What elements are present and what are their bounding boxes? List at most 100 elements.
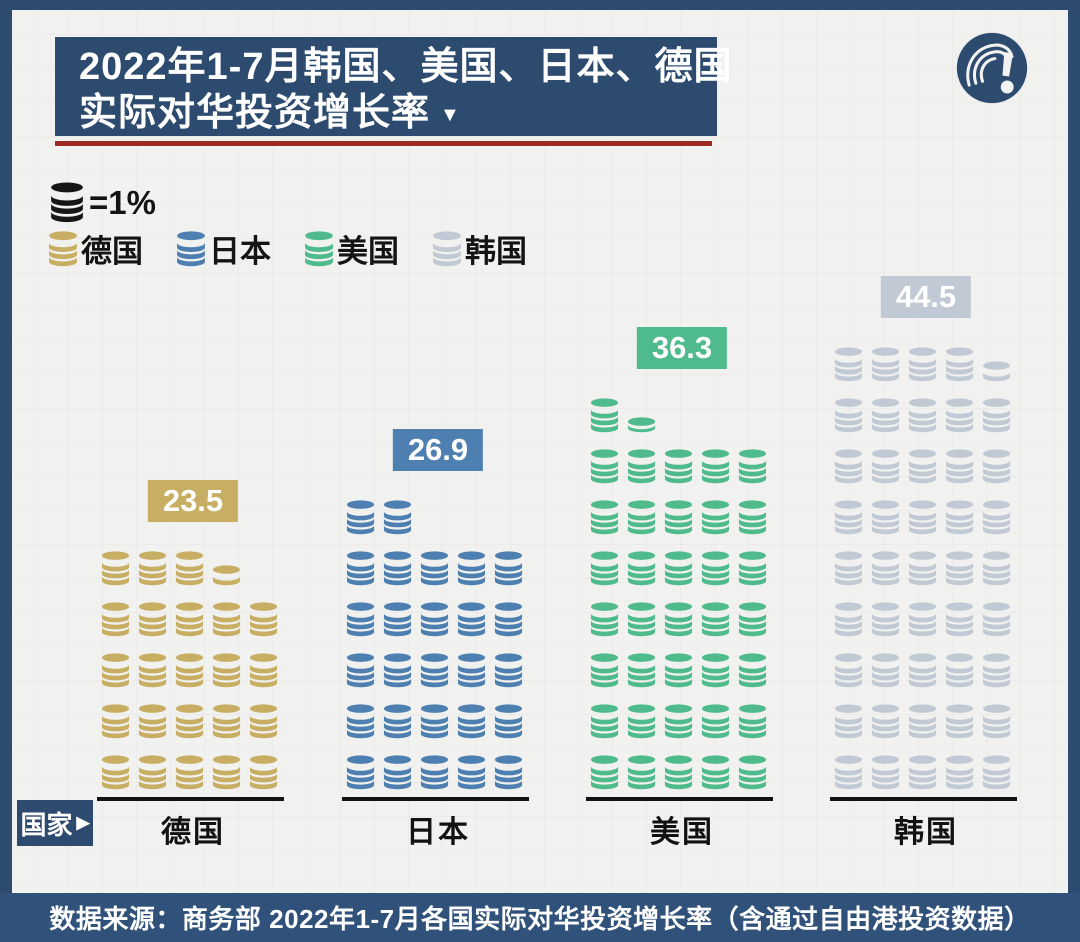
coin-stack [908, 704, 937, 739]
coin-stack [627, 551, 656, 586]
legend-coin-stack-icon [432, 230, 462, 267]
legend-label: 日本 [209, 234, 271, 269]
coin-stack [420, 704, 449, 739]
chart-group-德国: 23.5 德国 [97, 0, 285, 942]
coin-stack [908, 755, 937, 790]
page-title-line1: 2022年1-7月韩国、美国、日本、德国 [79, 46, 733, 88]
legend-coin-stack-icon [176, 230, 206, 267]
coin-stack [138, 602, 167, 637]
coin-stack [101, 551, 130, 586]
legend-label: 韩国 [465, 234, 527, 269]
coin-stack [945, 347, 974, 382]
coin-stack [383, 755, 412, 790]
coin-stack [664, 449, 693, 484]
coin-stack [590, 653, 619, 688]
coin-stack [664, 500, 693, 535]
coin-stack [175, 704, 204, 739]
coin-stack [383, 653, 412, 688]
coin-stack [383, 500, 412, 535]
frame-left-border [0, 0, 12, 942]
coin-stack [420, 602, 449, 637]
coin-stack [701, 449, 730, 484]
country-legend: 德国 日本 美国 韩国 [48, 226, 527, 271]
legend-item: 美国 [304, 226, 399, 271]
coin-stack [701, 551, 730, 586]
coin-stack [945, 755, 974, 790]
axis-underline [830, 797, 1017, 801]
chart-group-美国: 36.3 美国 [586, 0, 774, 942]
coin-stack [701, 653, 730, 688]
coin-stack [664, 602, 693, 637]
coin-stack [982, 500, 1011, 535]
coin-stack [627, 500, 656, 535]
coin-stack [908, 347, 937, 382]
coin-stack [701, 755, 730, 790]
coin-stack [383, 704, 412, 739]
coin-stack [457, 551, 486, 586]
coin-stack [457, 602, 486, 637]
coin-stack [346, 602, 375, 637]
coin-stack [627, 755, 656, 790]
coin-stack [871, 704, 900, 739]
coin-stack [590, 500, 619, 535]
coin-stack [945, 449, 974, 484]
coin-stack [908, 500, 937, 535]
coin-stack [945, 653, 974, 688]
coin-stack [627, 449, 656, 484]
coin-stack [212, 704, 241, 739]
page-title-line2: 实际对华投资增长率 ▼ [79, 91, 717, 137]
axis-name-label: 国家 [20, 809, 73, 840]
legend-coin-stack-icon [304, 230, 334, 267]
coin-stack [590, 398, 619, 433]
source-text: 数据来源：商务部 2022年1-7月各国实际对华投资增长率（含通过自由港投资数据… [49, 904, 1031, 934]
coin-stack [908, 398, 937, 433]
coin-stack [908, 551, 937, 586]
coin-stack [738, 602, 767, 637]
coin-stack [945, 500, 974, 535]
coin-stack [834, 449, 863, 484]
coin-stack [908, 449, 937, 484]
coin-stack [627, 653, 656, 688]
coin-stack [871, 653, 900, 688]
coin-stack [627, 602, 656, 637]
coin-stack [346, 653, 375, 688]
coin-stack [590, 755, 619, 790]
coin-stack [945, 704, 974, 739]
coin-stack [383, 602, 412, 637]
coin-stack [982, 704, 1011, 739]
coin-stack [738, 500, 767, 535]
title-banner: 2022年1-7月韩国、美国、日本、德国 实际对华投资增长率 ▼ [55, 37, 733, 137]
axis-underline [342, 797, 529, 801]
coin-stack [175, 602, 204, 637]
coin-stack [908, 602, 937, 637]
coin-stack [346, 500, 375, 535]
brand-logo-icon [954, 30, 1030, 106]
coin-stack [871, 602, 900, 637]
unit-legend: =1% [50, 182, 156, 223]
coin-stack [664, 704, 693, 739]
coin-stack [834, 398, 863, 433]
coin-stack [212, 565, 241, 586]
coin-stack [249, 755, 278, 790]
coin-stack [945, 398, 974, 433]
coin-stack [346, 551, 375, 586]
value-badge: 26.9 [392, 429, 484, 471]
coin-stack [457, 653, 486, 688]
coin-stack [701, 602, 730, 637]
coin-stack [871, 347, 900, 382]
coin-stack [871, 398, 900, 433]
category-label: 德国 [161, 816, 225, 849]
coin-stack [871, 449, 900, 484]
coin-stack [738, 704, 767, 739]
frame-right-border [1068, 0, 1080, 942]
coin-stack [494, 755, 523, 790]
coin-stack [627, 417, 656, 433]
value-badge: 44.5 [880, 276, 972, 318]
coin-stack [590, 704, 619, 739]
coin-stack [212, 602, 241, 637]
coin-stack [590, 551, 619, 586]
coin-stack [457, 704, 486, 739]
coin-stack [982, 449, 1011, 484]
coin-stack [834, 602, 863, 637]
